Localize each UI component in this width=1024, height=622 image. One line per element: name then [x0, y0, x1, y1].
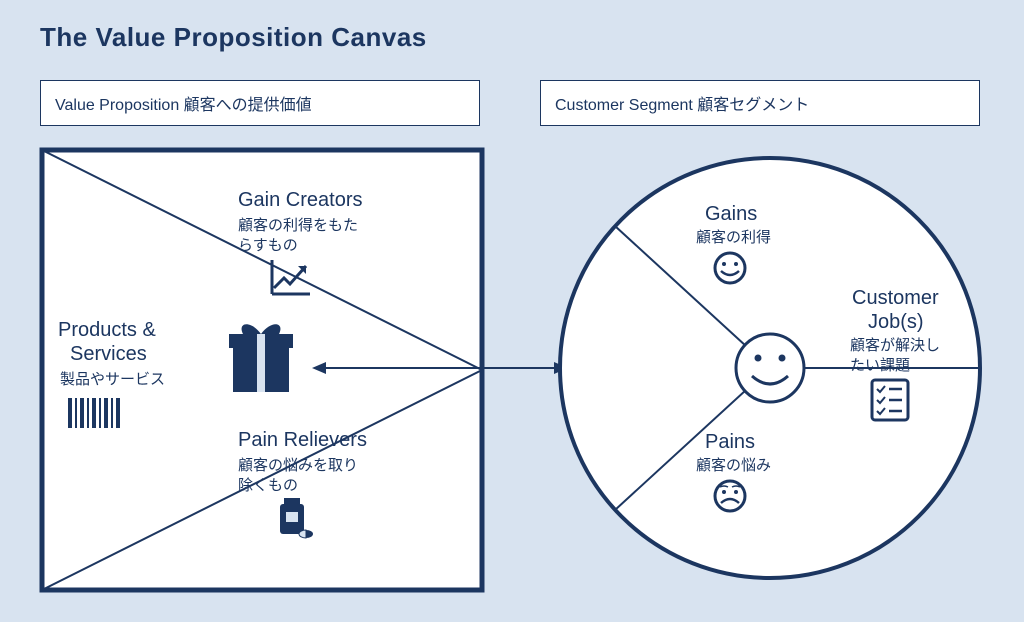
customer-segment-header: Customer Segment 顧客セグメント: [540, 80, 980, 126]
pains-en: Pains: [705, 431, 755, 453]
jobs-jp1: 顧客が解決し: [850, 337, 940, 354]
value-prop-header-text: Value Proposition 顧客への提供価値: [55, 97, 312, 114]
customer-segment-circle: Gains 顧客の利得 Pains 顧客の悩み Customer Job(s) …: [550, 148, 990, 588]
gain-creators-jp2: らすもの: [238, 237, 298, 254]
main-title: The Value Proposition Canvas: [40, 22, 427, 53]
value-prop-header: Value Proposition 顧客への提供価値: [40, 80, 480, 126]
pain-relievers-jp2: 除くもの: [238, 477, 298, 494]
gains-jp: 顧客の利得: [696, 229, 771, 246]
products-label-jp: 製品やサービス: [60, 371, 165, 388]
gains-en: Gains: [705, 203, 757, 225]
canvas: The Value Proposition Canvas Value Propo…: [0, 0, 1024, 622]
customer-segment-header-text: Customer Segment 顧客セグメント: [555, 97, 809, 114]
pain-relievers-jp1: 顧客の悩みを取り: [238, 457, 358, 474]
pains-jp: 顧客の悩み: [696, 457, 771, 474]
jobs-jp2: たい課題: [850, 357, 910, 374]
pain-relievers-en: Pain Relievers: [238, 429, 367, 451]
barcode-icon: [68, 398, 120, 428]
gain-creators-jp1: 顧客の利得をもた: [238, 217, 358, 234]
products-label-en: Products &: [58, 319, 156, 341]
gift-icon: [229, 324, 293, 392]
jobs-en1: Customer: [852, 287, 939, 309]
gain-creators-en: Gain Creators: [238, 189, 363, 211]
jobs-en2: Job(s): [868, 311, 924, 333]
products-label-en2: Services: [70, 343, 147, 365]
center-smile-icon: [736, 334, 804, 402]
